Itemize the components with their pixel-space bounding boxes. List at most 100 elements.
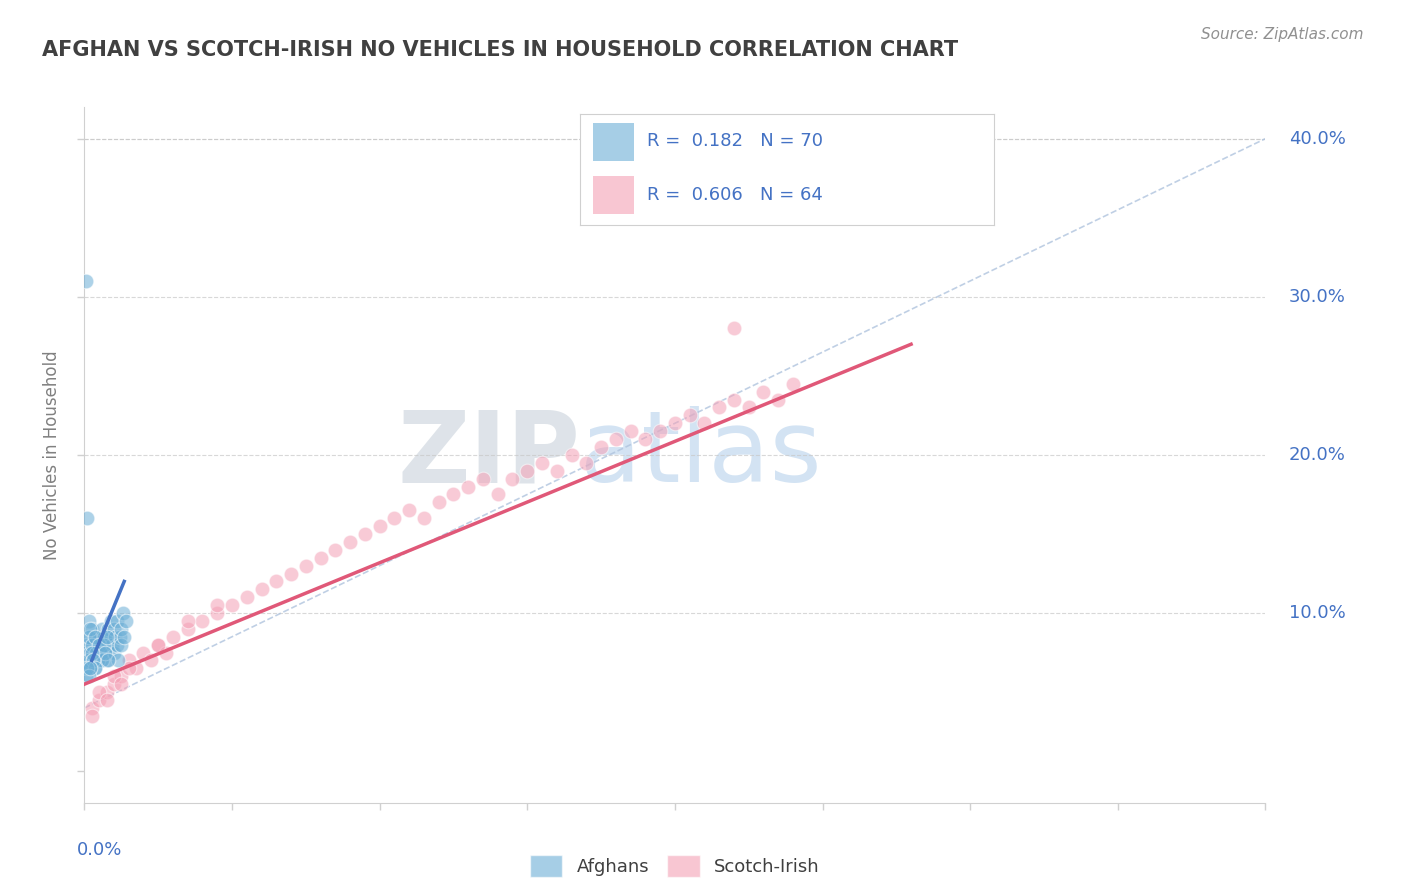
Point xyxy=(80,708,103,723)
Point xyxy=(79,661,101,675)
Point xyxy=(87,630,111,644)
Point xyxy=(155,646,177,660)
Point xyxy=(177,622,200,636)
Point xyxy=(125,661,148,675)
Point xyxy=(368,519,391,533)
Point xyxy=(221,598,243,612)
Point xyxy=(664,417,686,431)
Point xyxy=(87,685,111,699)
Point xyxy=(79,661,101,675)
Point xyxy=(104,630,127,644)
Point xyxy=(650,424,672,438)
Point xyxy=(280,566,302,581)
Point xyxy=(111,606,134,620)
Point xyxy=(103,622,125,636)
Point xyxy=(93,646,115,660)
Point xyxy=(266,574,288,589)
Legend: Afghans, Scotch-Irish: Afghans, Scotch-Irish xyxy=(523,847,827,884)
Point xyxy=(309,550,332,565)
Point xyxy=(110,622,132,636)
Point xyxy=(427,495,450,509)
Point xyxy=(207,598,229,612)
Point xyxy=(382,511,406,525)
Point xyxy=(75,646,97,660)
Point xyxy=(82,638,104,652)
Point xyxy=(80,646,103,660)
Point xyxy=(118,653,141,667)
Point xyxy=(250,582,273,597)
Point xyxy=(96,693,118,707)
Point xyxy=(91,653,114,667)
Point xyxy=(86,653,108,667)
Point xyxy=(693,417,716,431)
Point xyxy=(620,424,643,438)
Point xyxy=(100,630,122,644)
Point xyxy=(75,274,97,288)
Point xyxy=(132,646,155,660)
Point xyxy=(76,511,98,525)
Point xyxy=(79,622,101,636)
Point xyxy=(110,669,132,683)
Point xyxy=(148,638,170,652)
Point xyxy=(80,701,103,715)
Text: 30.0%: 30.0% xyxy=(1289,288,1346,306)
Point xyxy=(457,479,479,493)
Text: ZIP: ZIP xyxy=(398,407,581,503)
Text: atlas: atlas xyxy=(581,407,823,503)
Point xyxy=(546,464,568,478)
Point xyxy=(575,456,598,470)
Point xyxy=(98,646,121,660)
Point xyxy=(782,376,804,391)
Point xyxy=(103,669,125,683)
Point xyxy=(723,392,745,407)
Point xyxy=(96,653,118,667)
Point xyxy=(82,653,104,667)
Point xyxy=(80,646,103,660)
Point xyxy=(486,487,509,501)
Point xyxy=(100,614,122,628)
Point xyxy=(93,630,115,644)
Point xyxy=(86,638,108,652)
Point xyxy=(103,646,125,660)
Point xyxy=(108,630,131,644)
Text: Source: ZipAtlas.com: Source: ZipAtlas.com xyxy=(1201,27,1364,42)
Text: AFGHAN VS SCOTCH-IRISH NO VEHICLES IN HOUSEHOLD CORRELATION CHART: AFGHAN VS SCOTCH-IRISH NO VEHICLES IN HO… xyxy=(42,40,959,60)
Point xyxy=(87,646,111,660)
Point xyxy=(531,456,554,470)
Point xyxy=(96,630,118,644)
Point xyxy=(501,472,523,486)
Point xyxy=(516,464,538,478)
Point xyxy=(96,685,118,699)
Point xyxy=(93,638,115,652)
Text: 20.0%: 20.0% xyxy=(1289,446,1346,464)
Point xyxy=(236,591,259,605)
Point xyxy=(97,638,120,652)
Point xyxy=(83,661,105,675)
Point xyxy=(97,653,120,667)
Point xyxy=(84,646,107,660)
Point xyxy=(76,653,98,667)
Point xyxy=(101,638,124,652)
Point xyxy=(105,614,128,628)
Point xyxy=(76,661,98,675)
Point xyxy=(472,472,495,486)
Point xyxy=(148,638,170,652)
Point xyxy=(738,401,761,415)
Point xyxy=(295,558,318,573)
Point xyxy=(84,630,107,644)
Point xyxy=(79,638,101,652)
Point xyxy=(177,614,200,628)
Point xyxy=(112,630,135,644)
Point xyxy=(605,432,627,446)
Point xyxy=(114,614,136,628)
Point xyxy=(90,653,112,667)
Point xyxy=(325,542,347,557)
Point xyxy=(80,622,103,636)
Point xyxy=(709,401,731,415)
Point xyxy=(76,661,98,675)
Point xyxy=(110,677,132,691)
Text: 0.0%: 0.0% xyxy=(77,841,122,859)
Point xyxy=(561,448,583,462)
Point xyxy=(339,534,361,549)
Point xyxy=(77,653,100,667)
